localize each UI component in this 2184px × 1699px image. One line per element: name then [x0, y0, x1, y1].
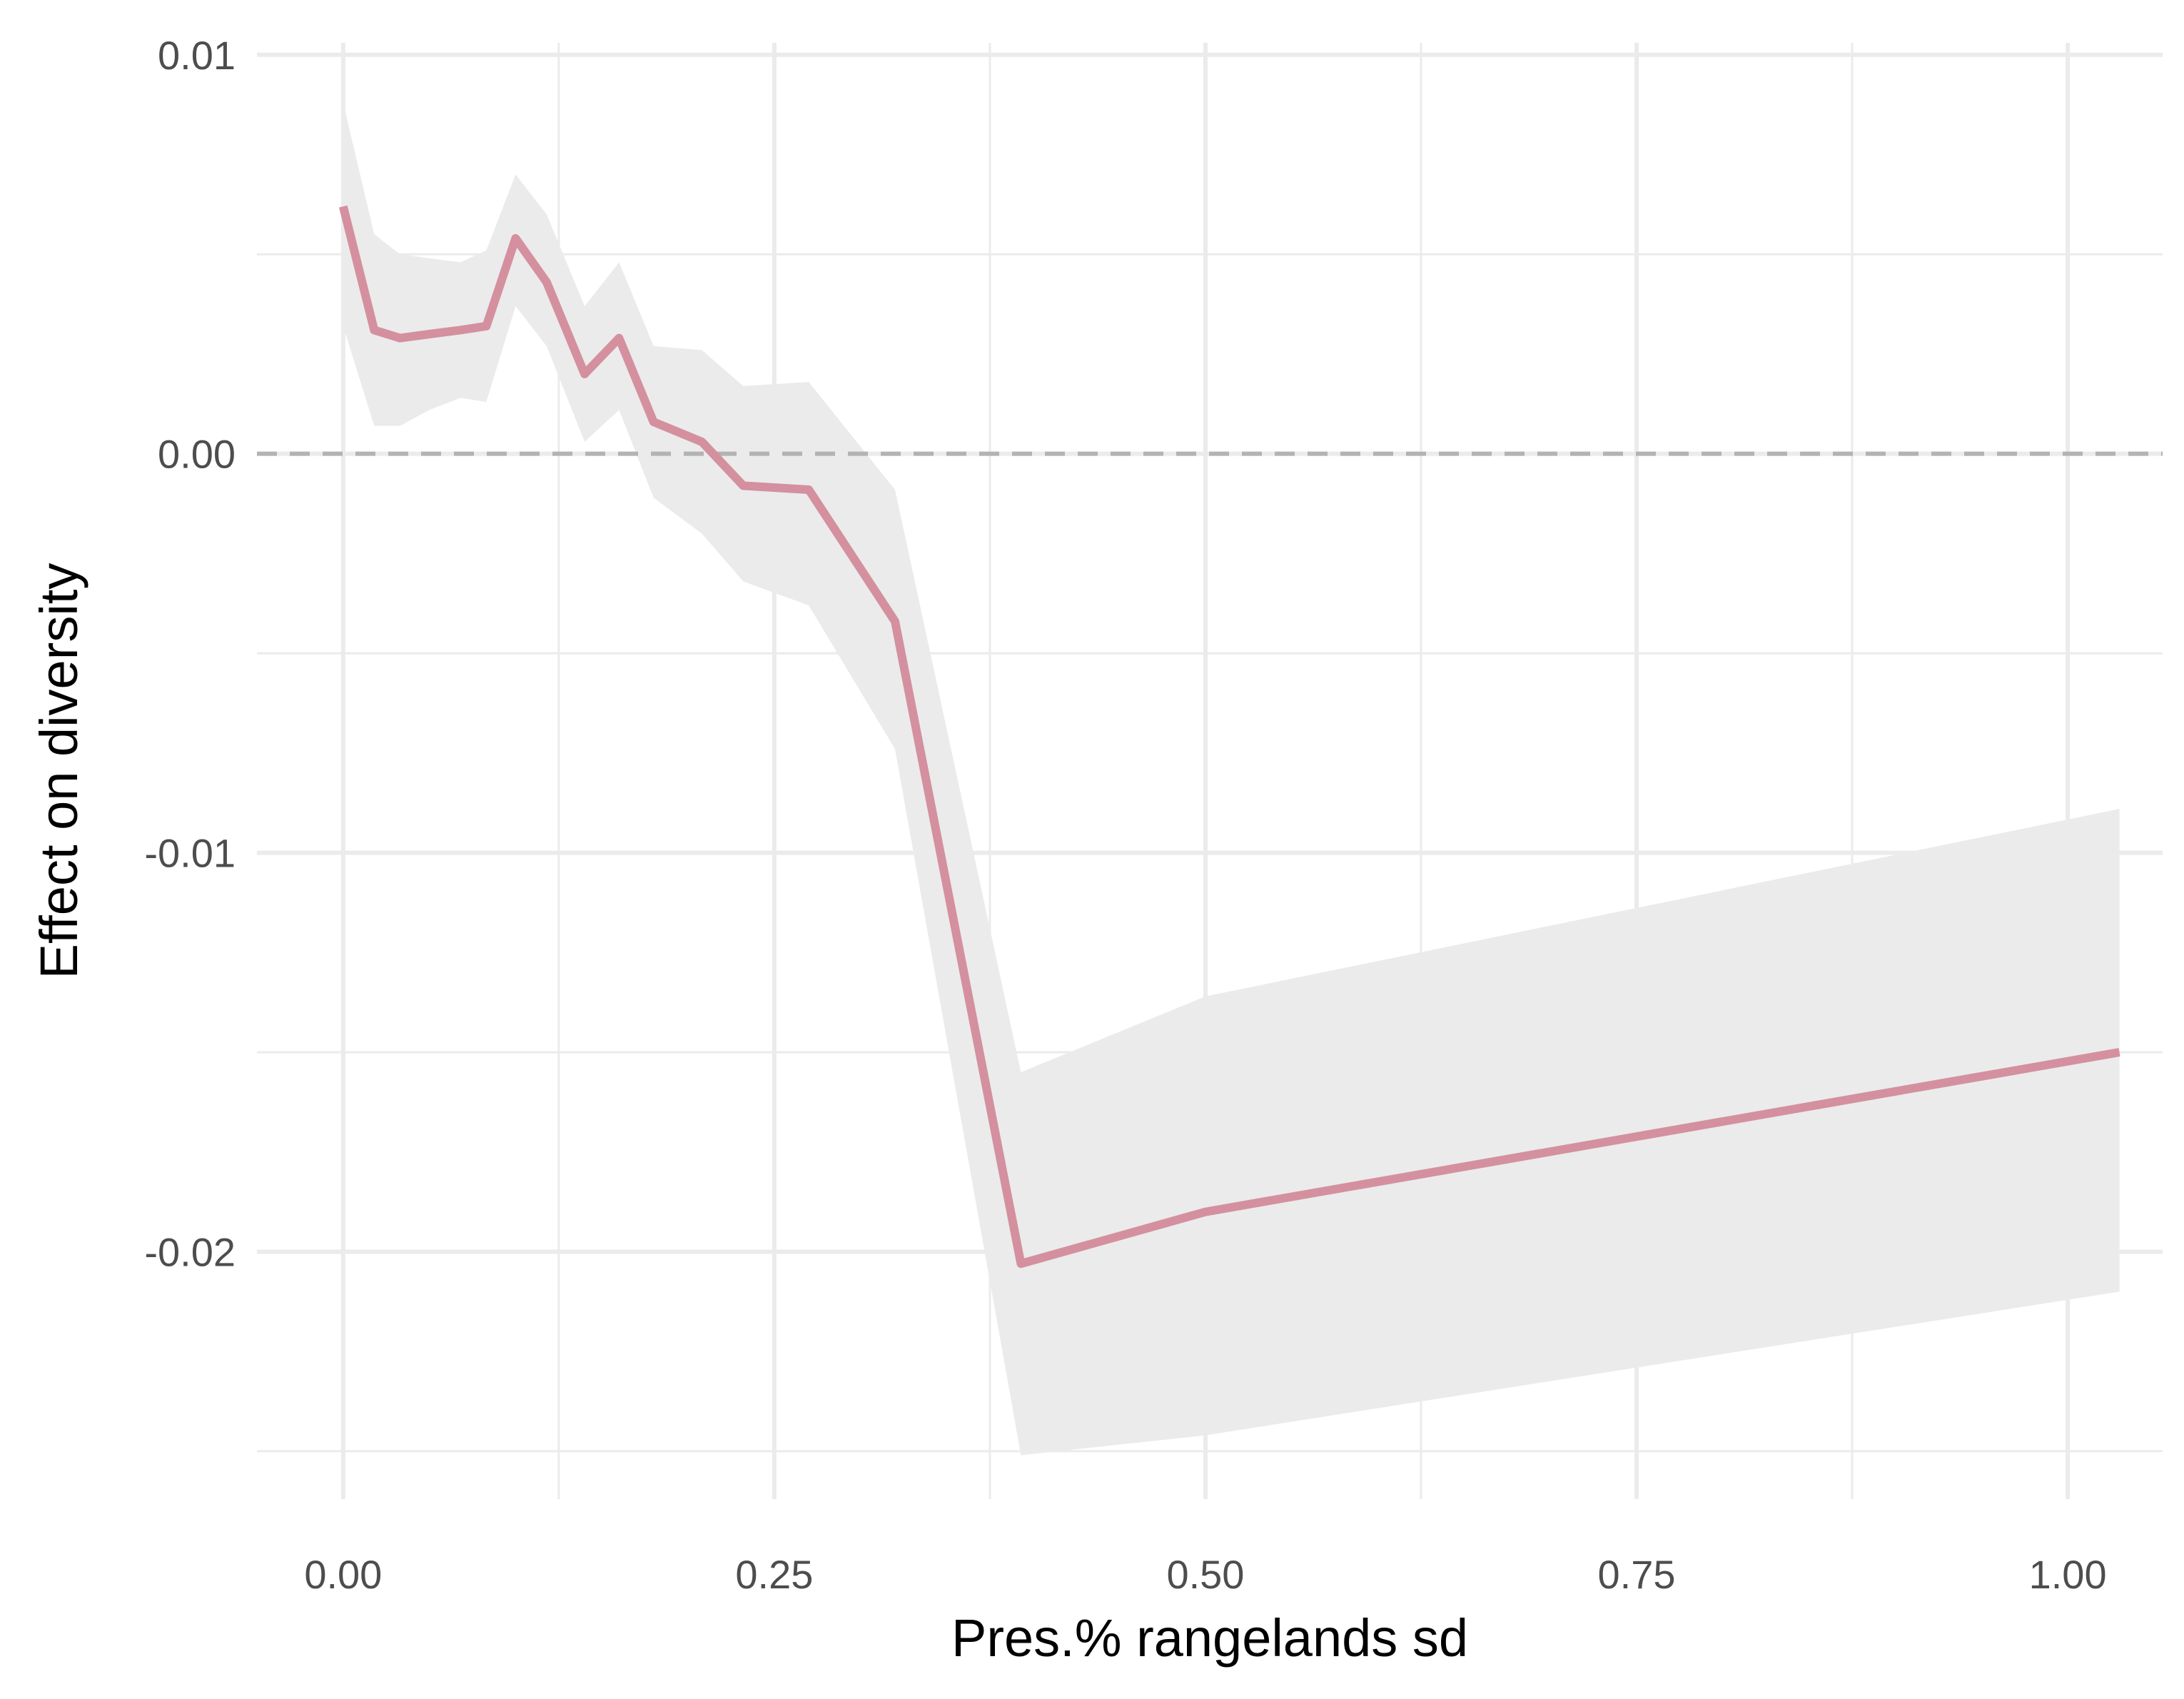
- x-tick-label: 1.00: [2029, 1552, 2107, 1597]
- series-line-layer: [338, 205, 2120, 1269]
- x-tick-label: 0.50: [1166, 1552, 1244, 1597]
- y-tick-label: -0.01: [144, 831, 236, 876]
- y-axis-tick-labels: 0.01 0.00 -0.01 -0.02: [144, 33, 236, 1275]
- confidence-band-layer: [343, 102, 2120, 1456]
- effect-line: [338, 205, 2120, 1269]
- x-axis-title: Pres.% rangelands sd: [951, 1608, 1468, 1668]
- x-axis-tick-labels: 0.00 0.25 0.50 0.75 1.00: [304, 1552, 2106, 1597]
- x-tick-label: 0.25: [735, 1552, 813, 1597]
- y-tick-label: 0.01: [158, 33, 236, 78]
- confidence-band: [343, 102, 2120, 1456]
- x-tick-label: 0.75: [1598, 1552, 1676, 1597]
- y-axis-title: Effect on diversity: [29, 563, 89, 979]
- y-tick-label: -0.02: [144, 1229, 236, 1274]
- y-tick-label: 0.00: [158, 432, 236, 477]
- x-tick-label: 0.00: [304, 1552, 382, 1597]
